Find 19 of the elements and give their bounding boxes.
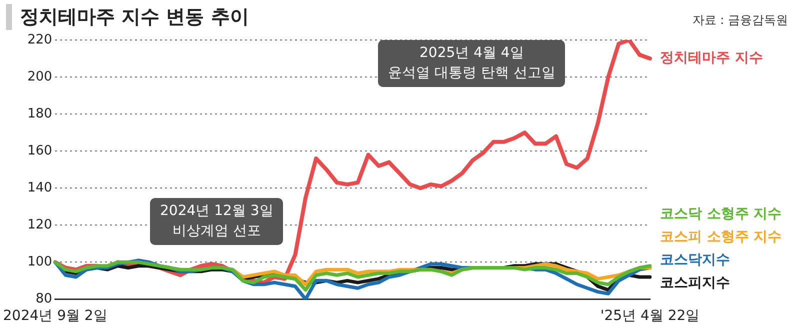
y-tick-label: 220: [27, 32, 52, 48]
series-label: 코스닥지수: [660, 251, 730, 269]
y-tick-label: 160: [27, 143, 52, 158]
series-label: 코스피 소형주 지수: [660, 228, 782, 246]
annotation: 2025년 4월 4일 윤석열 대통령 탄핵 선고일: [378, 40, 566, 88]
y-tick-label: 180: [27, 106, 52, 122]
y-tick-label: 100: [27, 254, 52, 270]
text: 자료 : 금융감독원: [692, 12, 788, 29]
series-label: 코스피지수: [660, 274, 730, 292]
x-tick-label: '25년 4월 22일: [600, 308, 700, 324]
chart-title: 정치테마주 지수 변동 추이: [6, 4, 249, 30]
x-tick-label: 2024년 9월 2일: [3, 308, 108, 324]
series-label: 정치테마주 지수: [660, 48, 763, 66]
annotation: 2024년 12월 3일 비상계엄 선포: [150, 198, 284, 246]
y-tick-label: 80: [36, 292, 52, 307]
text: 코스닥 소형주 지수: [660, 205, 782, 223]
y-tick-label: 140: [27, 180, 52, 196]
y-tick-label: 120: [27, 218, 52, 233]
y-tick-label: 200: [27, 69, 52, 84]
